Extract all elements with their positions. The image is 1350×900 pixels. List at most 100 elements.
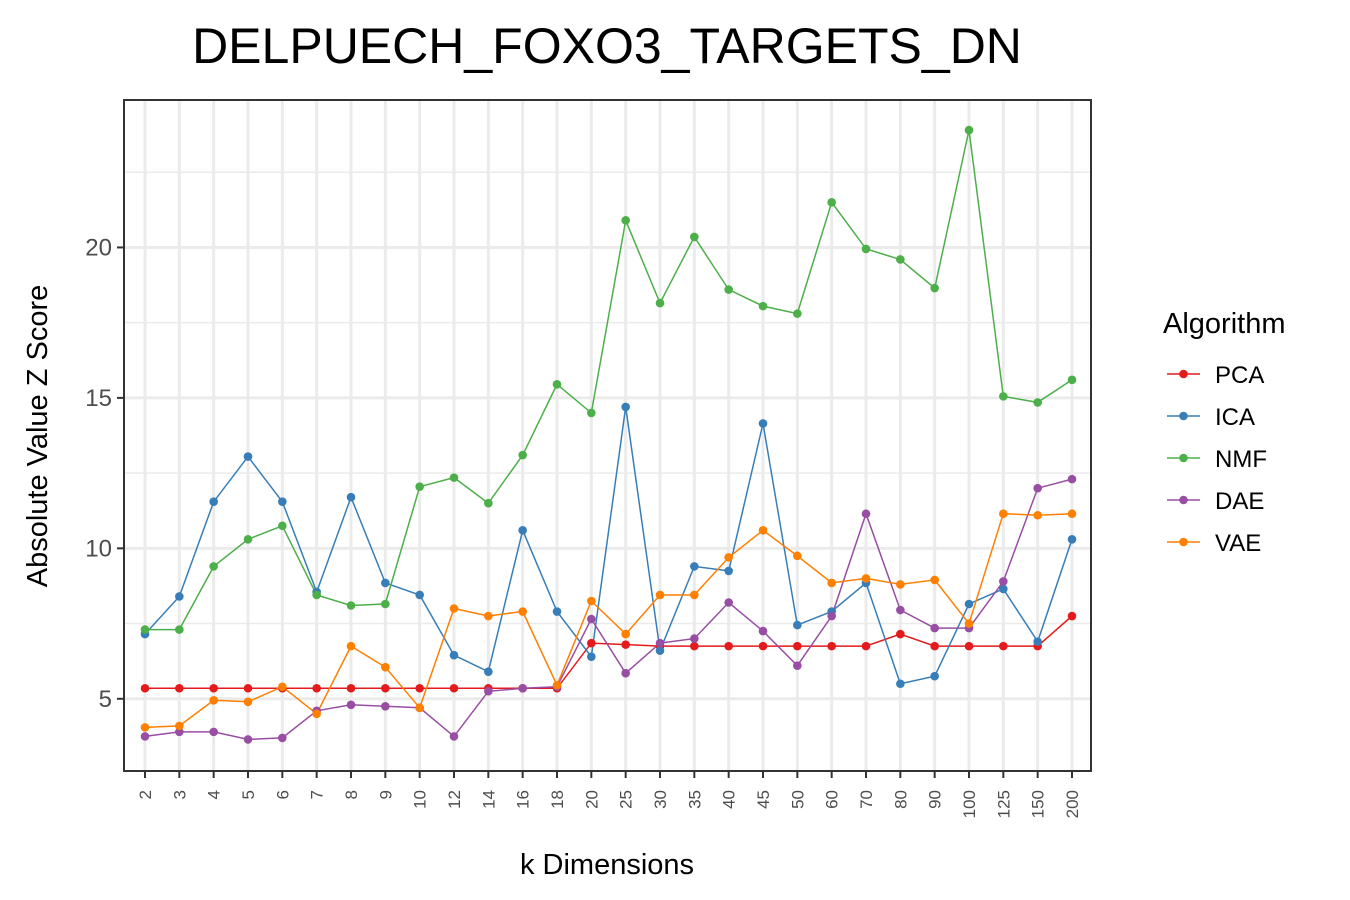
data-point-ica bbox=[518, 525, 527, 535]
data-point-nmf bbox=[793, 309, 802, 318]
data-point-ica bbox=[930, 671, 939, 681]
data-point-vae bbox=[552, 680, 562, 690]
legend-label-pca: PCA bbox=[1215, 362, 1264, 389]
data-point-ica bbox=[1067, 535, 1077, 544]
data-point-ica bbox=[758, 419, 768, 428]
data-point-dae bbox=[655, 638, 665, 648]
data-point-pca bbox=[621, 640, 630, 649]
data-point-nmf bbox=[518, 450, 527, 460]
x-tick-label: 12 bbox=[445, 790, 464, 809]
legend: PCA ICA NMF DAE VAE bbox=[1167, 362, 1267, 557]
data-point-pca bbox=[449, 683, 459, 693]
data-point-vae bbox=[346, 641, 356, 651]
series-line-nmf bbox=[145, 129, 1073, 631]
data-point-nmf bbox=[243, 535, 253, 544]
x-tick-label: 200 bbox=[1063, 790, 1082, 818]
x-tick-label: 8 bbox=[342, 790, 361, 799]
data-point-pca bbox=[930, 641, 939, 651]
data-point-ica bbox=[243, 452, 253, 461]
data-point-vae bbox=[312, 709, 321, 719]
data-point-ica bbox=[655, 646, 665, 655]
data-point-dae bbox=[621, 668, 630, 678]
x-tick-label: 100 bbox=[960, 790, 979, 818]
series-line-vae bbox=[144, 512, 1073, 729]
series-lines bbox=[140, 125, 1077, 744]
x-tick-label: 3 bbox=[170, 790, 189, 799]
data-point-nmf bbox=[861, 244, 871, 254]
legend-key-point bbox=[1179, 369, 1188, 379]
data-point-pca bbox=[896, 629, 905, 639]
data-point-dae bbox=[827, 611, 836, 621]
data-point-pca bbox=[175, 683, 184, 693]
data-point-nmf bbox=[896, 255, 905, 264]
data-point-ica bbox=[690, 562, 699, 571]
y-tick-label: 20 bbox=[85, 234, 112, 261]
data-point-dae bbox=[346, 700, 356, 710]
data-point-nmf bbox=[587, 408, 596, 418]
data-point-nmf bbox=[552, 380, 562, 389]
legend-title: Algorithm bbox=[1163, 308, 1286, 340]
data-point-pca bbox=[415, 683, 424, 693]
x-tick-label: 30 bbox=[651, 790, 670, 809]
data-point-vae bbox=[896, 580, 905, 589]
data-point-dae bbox=[209, 727, 218, 737]
data-point-pca bbox=[140, 683, 150, 693]
x-tick-label: 6 bbox=[273, 790, 292, 799]
data-point-pca bbox=[1067, 611, 1077, 621]
data-point-dae bbox=[518, 683, 527, 693]
data-point-ica bbox=[415, 590, 424, 600]
data-point-ica bbox=[381, 578, 390, 588]
data-point-vae bbox=[209, 695, 218, 705]
legend-key-point bbox=[1179, 537, 1188, 547]
data-point-dae bbox=[243, 735, 253, 744]
data-point-vae bbox=[278, 682, 287, 692]
data-point-pca bbox=[346, 683, 356, 693]
data-point-dae bbox=[861, 509, 871, 519]
data-point-pca bbox=[312, 683, 321, 693]
data-point-dae bbox=[1033, 483, 1042, 493]
x-tick-label: 14 bbox=[479, 790, 498, 809]
x-tick-label: 45 bbox=[754, 790, 773, 809]
legend-label-vae: VAE bbox=[1215, 530, 1261, 557]
data-point-vae bbox=[655, 590, 665, 600]
data-point-nmf bbox=[1067, 375, 1077, 385]
data-point-vae bbox=[930, 575, 939, 585]
data-point-nmf bbox=[964, 125, 974, 135]
x-tick-label: 150 bbox=[1029, 790, 1048, 818]
data-point-nmf bbox=[346, 601, 356, 610]
data-point-nmf bbox=[724, 285, 733, 294]
data-point-nmf bbox=[621, 216, 630, 225]
chart-title: DELPUECH_FOXO3_TARGETS_DN bbox=[192, 18, 1022, 74]
x-tick-label: 10 bbox=[411, 790, 430, 809]
data-point-ica bbox=[552, 607, 562, 616]
data-point-dae bbox=[140, 732, 150, 741]
data-point-dae bbox=[724, 598, 733, 607]
data-point-nmf bbox=[415, 482, 424, 491]
data-point-pca bbox=[758, 641, 768, 651]
x-tick-label: 35 bbox=[685, 790, 704, 809]
data-point-nmf bbox=[1033, 398, 1042, 407]
data-point-pca bbox=[381, 683, 390, 693]
data-point-nmf bbox=[312, 590, 321, 600]
data-point-nmf bbox=[449, 473, 459, 482]
y-tick-label: 15 bbox=[85, 385, 112, 412]
data-point-dae bbox=[1067, 474, 1077, 484]
data-point-ica bbox=[278, 497, 287, 506]
data-point-nmf bbox=[381, 599, 390, 609]
data-point-pca bbox=[243, 683, 253, 693]
series-line-ica bbox=[144, 406, 1073, 685]
data-point-vae bbox=[175, 721, 184, 731]
x-tick-label: 50 bbox=[788, 790, 807, 809]
legend-label-nmf: NMF bbox=[1215, 446, 1267, 473]
x-axis-title: k Dimensions bbox=[520, 849, 694, 881]
legend-key-point bbox=[1179, 411, 1188, 421]
data-point-vae bbox=[140, 723, 150, 732]
data-point-vae bbox=[1067, 509, 1077, 519]
x-tick-label: 70 bbox=[857, 790, 876, 809]
data-point-vae bbox=[621, 629, 630, 639]
data-point-nmf bbox=[140, 625, 150, 634]
data-point-dae bbox=[278, 733, 287, 743]
data-point-dae bbox=[587, 614, 596, 624]
data-point-vae bbox=[861, 574, 871, 583]
